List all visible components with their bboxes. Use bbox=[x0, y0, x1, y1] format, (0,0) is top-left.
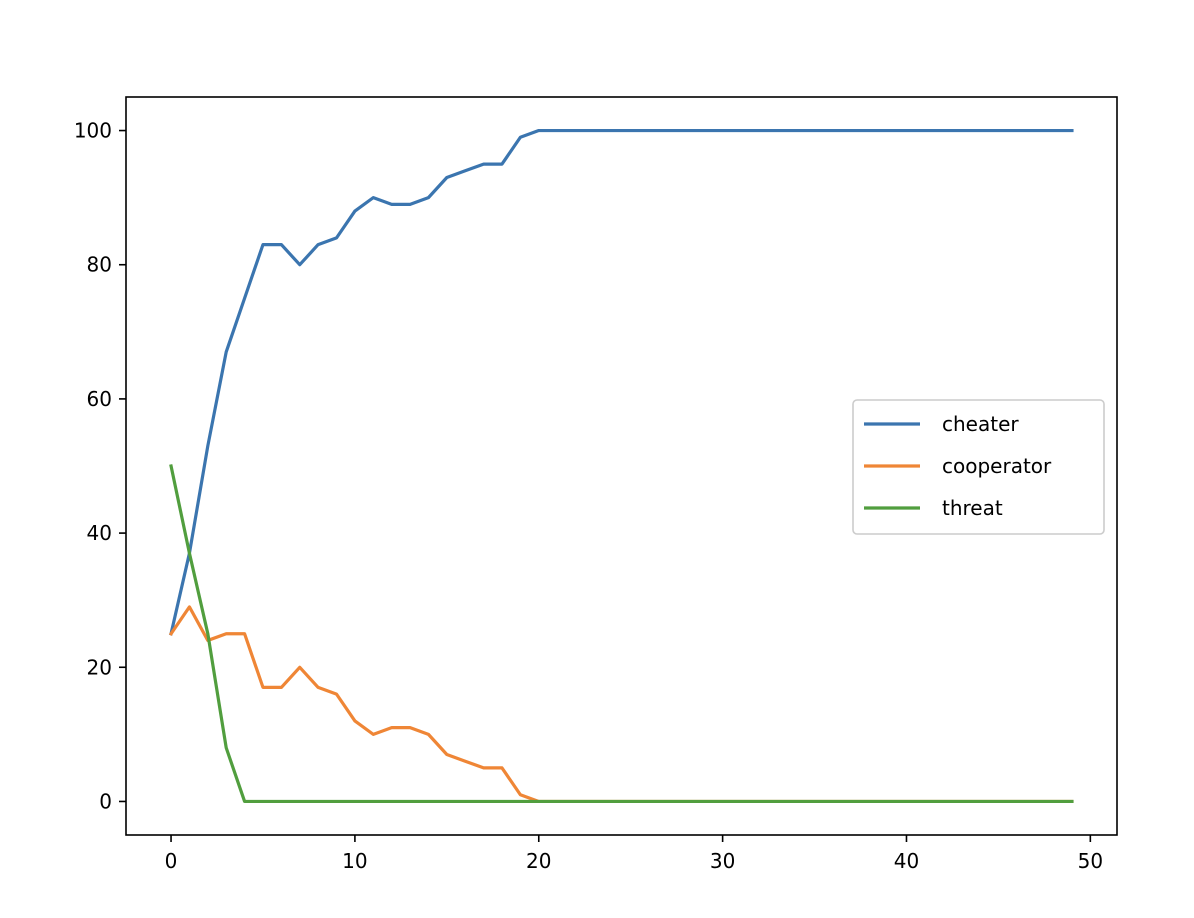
y-tick-label: 100 bbox=[74, 119, 112, 143]
plot-frame bbox=[125, 96, 1118, 836]
legend-label-cheater: cheater bbox=[942, 412, 1019, 436]
y-axis-ticks: 0 20 40 60 80 100 bbox=[74, 119, 126, 813]
y-tick-label: 60 bbox=[87, 387, 112, 411]
legend-label-threat: threat bbox=[942, 496, 1003, 520]
x-tick-label: 10 bbox=[342, 849, 367, 873]
x-axis-ticks: 0 10 20 30 40 50 bbox=[165, 835, 1103, 873]
x-tick-label: 20 bbox=[526, 849, 551, 873]
x-tick-label: 50 bbox=[1078, 849, 1103, 873]
series-line-threat bbox=[169, 464, 1074, 804]
y-tick-label: 0 bbox=[99, 789, 112, 813]
legend: cheater cooperator threat bbox=[852, 399, 1105, 535]
legend-label-cooperator: cooperator bbox=[942, 454, 1052, 478]
series-layer bbox=[168, 128, 1074, 804]
x-tick-label: 30 bbox=[710, 849, 735, 873]
y-tick-label: 80 bbox=[87, 253, 112, 277]
y-tick-label: 40 bbox=[87, 521, 112, 545]
legend-box bbox=[852, 399, 1105, 535]
y-tick-label: 20 bbox=[87, 655, 112, 679]
x-tick-label: 0 bbox=[165, 849, 178, 873]
x-tick-label: 40 bbox=[894, 849, 919, 873]
series-line-cheater bbox=[169, 128, 1074, 636]
